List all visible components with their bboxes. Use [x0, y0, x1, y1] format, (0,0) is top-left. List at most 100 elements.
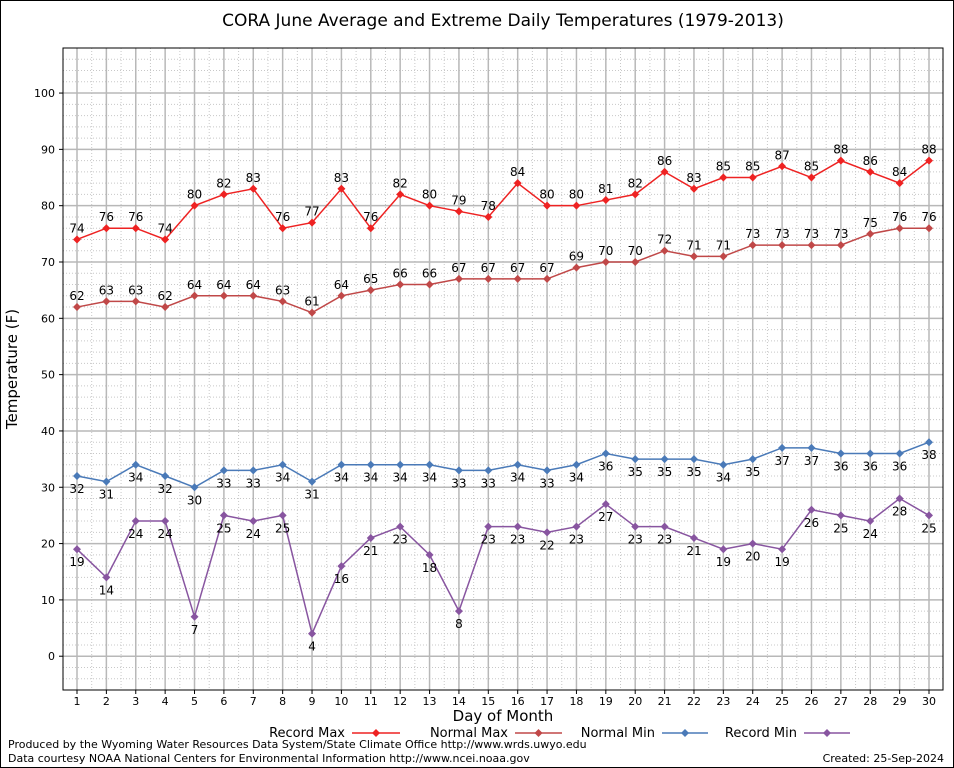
normal-min-point: [925, 438, 933, 447]
record-min-point: [425, 550, 434, 559]
record-max-data-label: 87: [774, 148, 789, 162]
normal-min-point: [366, 460, 375, 469]
record-min-point: [219, 511, 228, 520]
record-min-point: [866, 517, 875, 526]
record-min-point: [513, 522, 522, 531]
normal-max-point: [337, 291, 346, 300]
normal-min-point: [689, 455, 698, 464]
x-tick-label: 23: [716, 695, 730, 708]
normal-max-data-label: 64: [334, 278, 349, 292]
normal-max-line: [76, 227, 929, 314]
legend-marker-record-max: [372, 729, 380, 737]
legend: Record Max Normal Max Normal Min Record Min: [269, 726, 850, 741]
record-min-series: 19 14 24 24 7 25 24 25 4 16 21 23 18 8 23 23 22 23 27 23 23 2…: [69, 494, 937, 654]
record-max-point: [102, 224, 111, 233]
x-tick-label: 3: [132, 695, 139, 708]
record-max-series: 74 76 76 74 80 82 83 76 77 83 76 82 80 79 78 84 80 80 81 82…: [69, 143, 937, 244]
record-max-data-label: 83: [334, 171, 349, 185]
x-tick-label: 14: [452, 695, 466, 708]
normal-min-data-label: 38: [921, 448, 936, 462]
record-min-point: [572, 522, 581, 531]
x-tick-label: 19: [599, 695, 613, 708]
normal-min-point: [278, 460, 287, 469]
record-min-point: [131, 517, 140, 526]
record-min-data-label: 24: [157, 527, 172, 541]
record-max-data-label: 84: [510, 165, 525, 179]
record-min-data-label: 7: [191, 623, 199, 637]
normal-max-point: [131, 297, 140, 306]
record-min-point: [278, 511, 287, 520]
normal-max-point: [689, 252, 698, 261]
record-max-point: [601, 196, 610, 205]
record-min-point: [454, 607, 463, 616]
record-min-point: [719, 545, 728, 554]
record-max-point: [513, 179, 522, 188]
normal-max-data-label: 73: [774, 227, 789, 241]
record-max-point: [895, 179, 904, 188]
record-min-point: [925, 511, 933, 520]
normal-max-data-label: 73: [745, 227, 760, 241]
x-tick-label: 18: [569, 695, 583, 708]
x-tick-label: 25: [775, 695, 789, 708]
record-min-point: [73, 545, 81, 554]
record-max-point: [73, 235, 81, 244]
record-max-point: [131, 224, 140, 233]
normal-max-data-label: 67: [539, 261, 554, 275]
record-max-point: [866, 167, 875, 176]
normal-max-data-label: 63: [128, 283, 143, 297]
footer-data-courtesy: Data courtesy NOAA National Centers for …: [8, 752, 530, 765]
y-tick-label: 90: [41, 143, 55, 156]
normal-max-point: [396, 280, 405, 289]
normal-min-data-label: 35: [628, 465, 643, 479]
normal-max-point: [249, 291, 258, 300]
record-max-data-label: 80: [539, 188, 554, 202]
record-max-data-label: 83: [246, 171, 261, 185]
normal-min-data-label: 37: [774, 454, 789, 468]
record-max-data-label: 78: [481, 199, 496, 213]
normal-min-point: [396, 460, 405, 469]
x-tick-label: 30: [922, 695, 936, 708]
record-max-point: [249, 184, 258, 193]
record-max-data-label: 82: [628, 176, 643, 190]
x-tick-label: 26: [804, 695, 818, 708]
normal-max-data-label: 72: [657, 233, 672, 247]
record-min-data-label: 23: [393, 533, 408, 547]
normal-min-point: [719, 460, 728, 469]
normal-max-point: [748, 241, 757, 250]
normal-min-point: [249, 466, 258, 475]
record-max-data-label: 80: [187, 188, 202, 202]
x-tick-label: 7: [250, 695, 257, 708]
record-min-point: [836, 511, 845, 520]
normal-min-data-label: 36: [598, 459, 613, 473]
record-min-point: [337, 562, 346, 571]
record-min-data-label: 22: [539, 538, 554, 552]
normal-min-data-label: 35: [745, 465, 760, 479]
record-min-data-label: 25: [275, 521, 290, 535]
y-tick-label: 10: [41, 594, 55, 607]
record-min-data-label: 8: [455, 617, 463, 631]
normal-min-series: 32 31 34 32 30 33 33 34 31 34 34 34 34 33 33 34 33 34 36 35…: [69, 438, 937, 507]
x-tick-label: 27: [834, 695, 848, 708]
normal-max-data-label: 73: [804, 227, 819, 241]
record-max-point: [161, 235, 170, 244]
normal-min-point: [161, 472, 170, 480]
normal-min-point: [836, 449, 845, 458]
record-max-point: [543, 201, 552, 210]
record-max-point: [484, 212, 493, 221]
normal-min-data-label: 36: [833, 459, 848, 473]
major-grid: [63, 48, 943, 690]
normal-max-data-label: 67: [481, 261, 496, 275]
record-max-data-label: 81: [598, 182, 613, 196]
minor-grid: [63, 47, 943, 691]
normal-min-point: [601, 449, 610, 458]
legend-label-record-min: Record Min: [725, 726, 797, 741]
normal-max-data-label: 67: [510, 261, 525, 275]
normal-max-data-label: 70: [628, 244, 643, 258]
record-min-point: [366, 533, 375, 542]
normal-min-point: [807, 443, 816, 452]
record-max-point: [278, 224, 287, 233]
x-tick-label: 21: [658, 695, 672, 708]
normal-max-point: [513, 274, 522, 283]
x-tick-label: 2: [103, 695, 110, 708]
